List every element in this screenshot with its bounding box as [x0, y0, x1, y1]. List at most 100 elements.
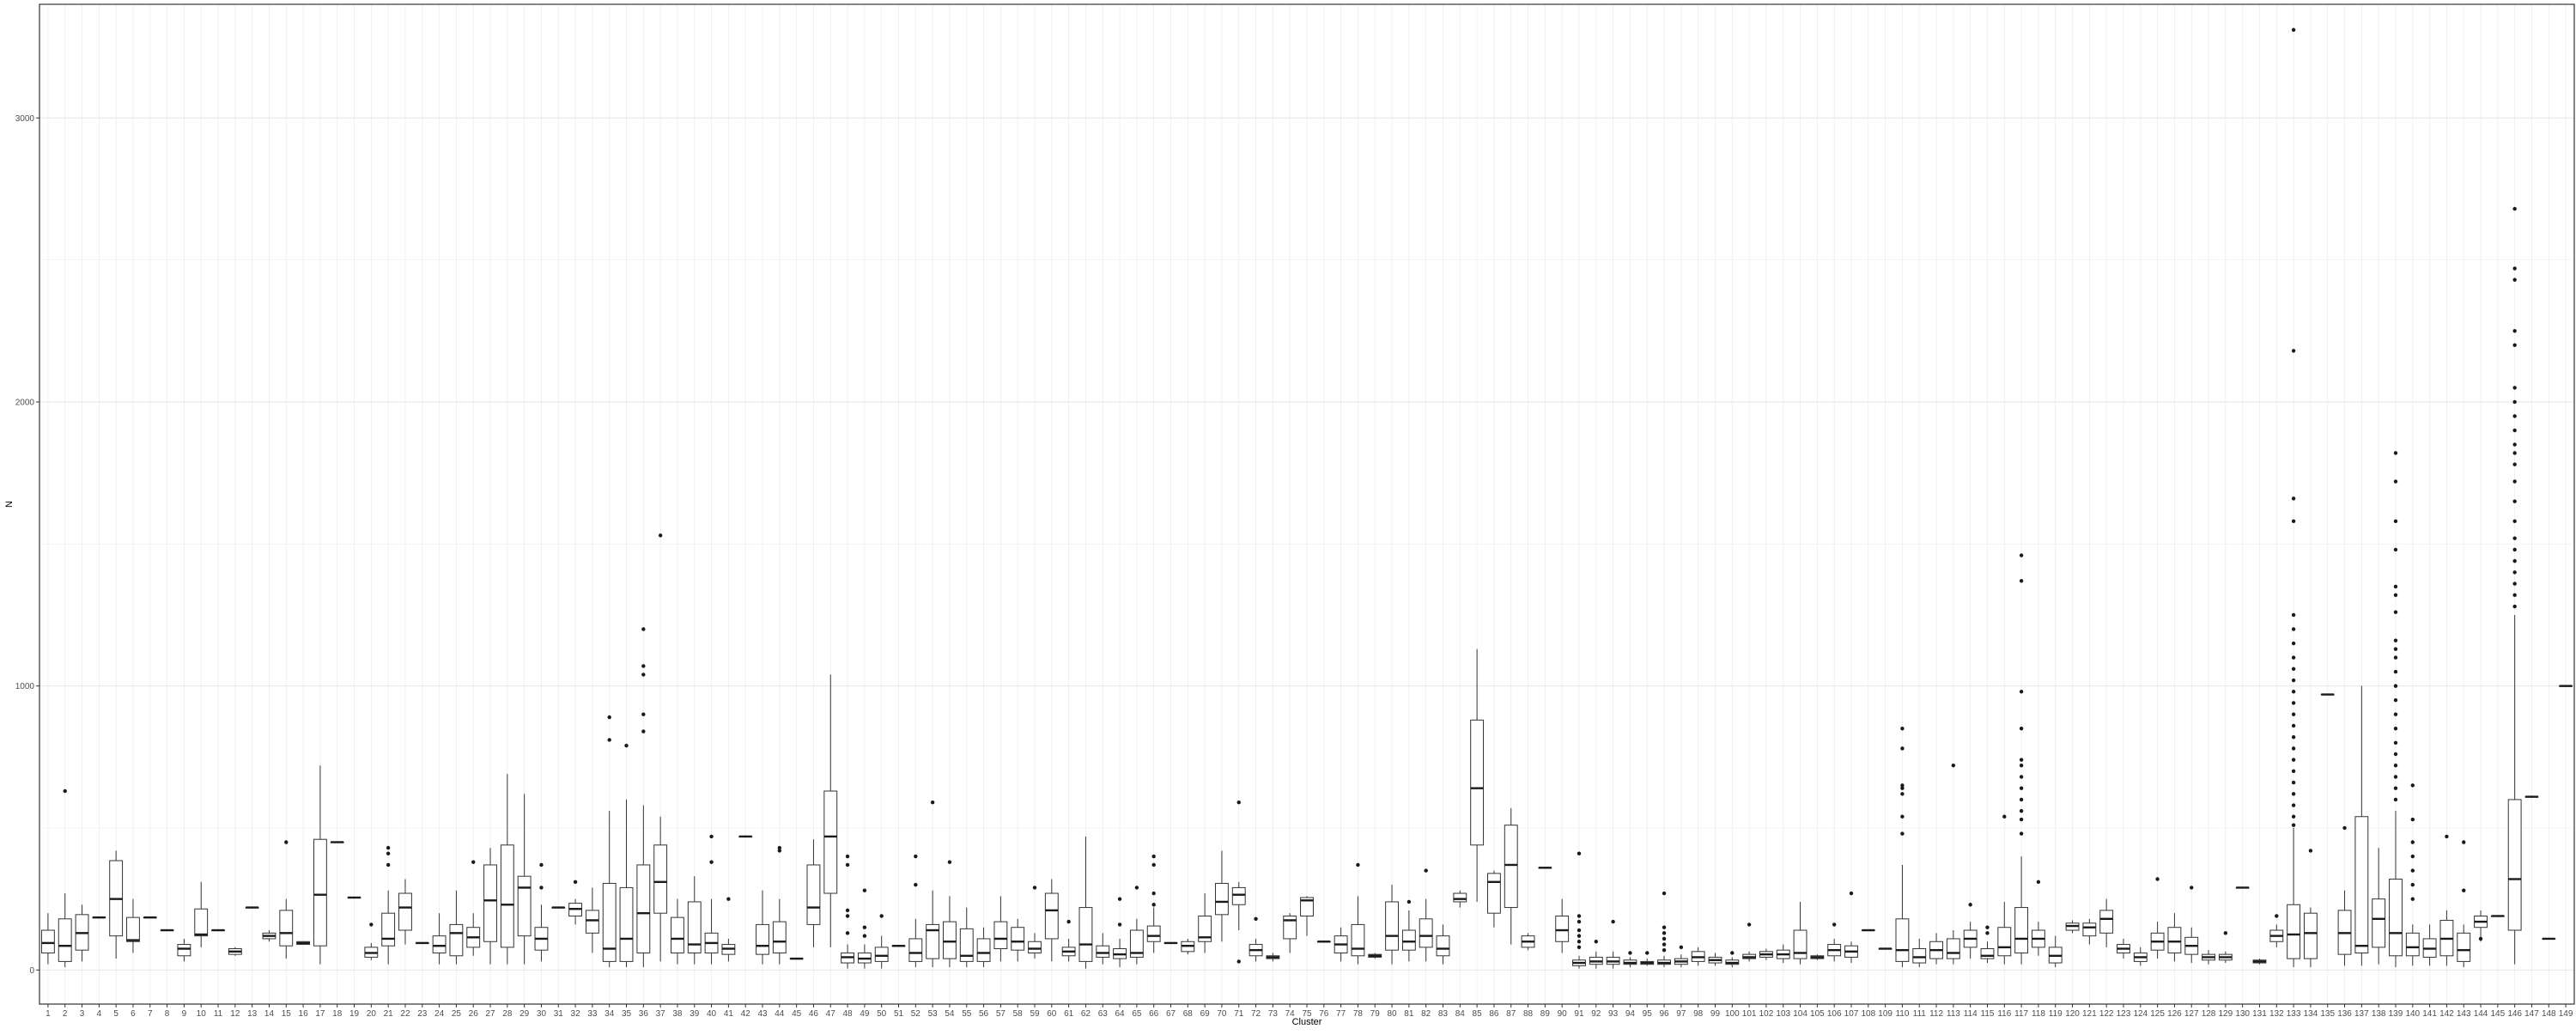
box-iqr	[177, 944, 191, 957]
outlier-point	[2291, 667, 2296, 671]
outlier-point	[1577, 934, 1582, 938]
x-tick-label: 78	[1353, 1009, 1364, 1019]
outlier-point	[1985, 931, 1990, 935]
box-cluster-74	[1283, 913, 1297, 953]
box-cluster-24	[432, 913, 447, 965]
y-tick-label: 0	[29, 966, 34, 976]
x-tick-label: 136	[2337, 1009, 2352, 1019]
x-tick-label: 56	[979, 1009, 989, 1019]
box-iqr	[1351, 923, 1365, 957]
box-cluster-71	[1231, 801, 1246, 964]
outlier-point	[1577, 914, 1582, 918]
outlier-point	[2512, 206, 2517, 211]
outlier-point	[1151, 854, 1156, 859]
x-tick-label: 34	[605, 1009, 615, 1019]
box-cluster-81	[1401, 899, 1416, 962]
outlier-point	[726, 897, 731, 901]
x-tick-label: 146	[2507, 1009, 2522, 1019]
box-cluster-3	[75, 904, 89, 962]
x-tick-label: 17	[315, 1009, 325, 1019]
outlier-point	[2291, 519, 2296, 524]
box-cluster-141	[2422, 924, 2437, 966]
x-tick-label: 33	[587, 1009, 598, 1019]
x-tick-label: 85	[1473, 1009, 1483, 1019]
box-iqr	[58, 918, 72, 962]
box-cluster-101	[1742, 922, 1757, 962]
x-tick-label: 69	[1200, 1009, 1211, 1019]
box-cluster-126	[2167, 913, 2182, 962]
box-cluster-14	[262, 930, 276, 942]
x-tick-label: 57	[996, 1009, 1006, 1019]
box-cluster-34	[602, 715, 617, 968]
outlier-point	[2410, 897, 2415, 901]
outlier-point	[1968, 903, 1972, 907]
outlier-point	[2410, 868, 2415, 873]
x-tick-label: 40	[707, 1009, 717, 1019]
outlier-point	[539, 862, 544, 868]
x-tick-label: 38	[672, 1009, 683, 1019]
box-cluster-61	[1061, 919, 1076, 962]
outlier-point	[1066, 919, 1071, 924]
x-tick-label: 9	[182, 1009, 187, 1019]
box-cluster-99	[1708, 953, 1722, 966]
x-tick-label: 110	[1895, 1009, 1909, 1019]
outlier-point	[2512, 414, 2517, 418]
box-cluster-36	[636, 627, 651, 968]
box-cluster-17	[313, 765, 327, 965]
box-cluster-110	[1895, 727, 1910, 968]
box-cluster-79	[1368, 953, 1382, 959]
outlier-point	[2291, 712, 2296, 716]
box-cluster-21	[381, 845, 396, 965]
x-tick-label: 51	[894, 1009, 904, 1019]
outlier-point	[2512, 277, 2517, 282]
x-tick-label: 145	[2491, 1009, 2506, 1019]
box-cluster-149	[2559, 685, 2573, 687]
box-iqr	[636, 864, 651, 953]
outlier-point	[1236, 959, 1241, 964]
box-iqr	[126, 916, 140, 942]
box-cluster-62	[1078, 836, 1093, 969]
box-iqr	[926, 923, 940, 959]
box-cluster-109	[1878, 947, 1893, 950]
box-cluster-94	[1623, 951, 1637, 968]
x-tick-label: 16	[299, 1009, 309, 1019]
x-tick-label: 77	[1336, 1009, 1346, 1019]
box-iqr	[2014, 907, 2029, 953]
box-cluster-16	[296, 941, 311, 946]
outlier-point	[777, 845, 782, 850]
box-cluster-112	[1929, 933, 1943, 965]
x-tick-label: 131	[2252, 1009, 2267, 1019]
box-cluster-41	[721, 897, 736, 962]
outlier-point	[2291, 746, 2296, 751]
outlier-point	[2410, 882, 2415, 887]
x-tick-label: 1	[46, 1009, 51, 1019]
outlier-point	[1900, 786, 1905, 790]
box-iqr	[1946, 938, 1960, 959]
outlier-point	[1679, 945, 1684, 950]
x-tick-label: 70	[1217, 1009, 1227, 1019]
x-tick-label: 44	[775, 1009, 785, 1019]
x-tick-label: 116	[1997, 1009, 2011, 1019]
outlier-point	[2393, 740, 2398, 745]
x-tick-label: 81	[1404, 1009, 1414, 1019]
box-cluster-2	[58, 788, 72, 968]
box-cluster-65	[1129, 886, 1144, 965]
box-iqr	[381, 912, 396, 947]
box-iqr	[1283, 915, 1297, 940]
box-iqr	[1419, 918, 1433, 948]
outlier-point	[1985, 925, 1990, 929]
outlier-point	[1662, 936, 1667, 941]
outlier-point	[862, 934, 867, 938]
outlier-point	[1151, 891, 1156, 896]
box-cluster-46	[806, 839, 821, 947]
y-axis: 0 1000 2000 3000	[15, 114, 39, 976]
outlier-point	[1117, 897, 1122, 901]
x-tick-label: 139	[2389, 1009, 2403, 1019]
x-tick-label: 80	[1387, 1009, 1397, 1019]
box-iqr	[500, 844, 514, 948]
box-cluster-58	[1011, 918, 1025, 962]
outlier-point	[1577, 851, 1582, 855]
outlier-point	[2342, 825, 2347, 831]
x-tick-label: 36	[639, 1009, 649, 1019]
outlier-point	[573, 880, 578, 885]
